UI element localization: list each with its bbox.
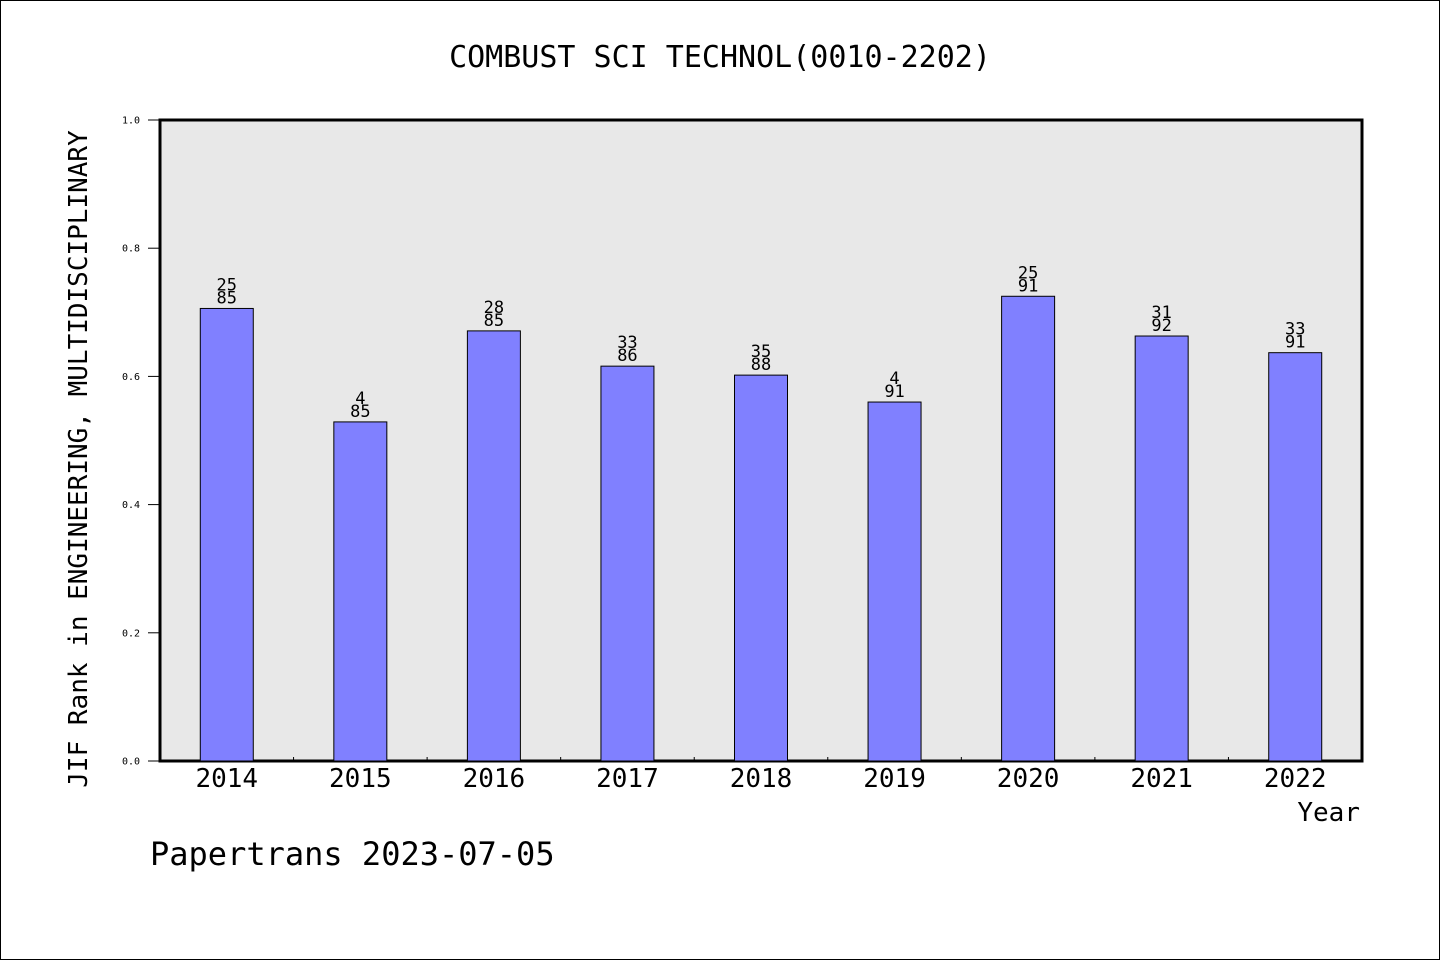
y-tick-label: 0.2 (122, 628, 140, 639)
bar-label-rank: 33 (617, 333, 637, 353)
bar-label-total: 92 (1151, 316, 1171, 336)
bar-label-total: 91 (884, 382, 904, 402)
x-tick-label: 2014 (195, 764, 258, 794)
bar-label-total: 85 (484, 311, 504, 331)
bar (734, 374, 788, 762)
x-tick-label: 2021 (1130, 764, 1193, 794)
bar (867, 401, 922, 762)
bar-label-total: 86 (617, 346, 637, 366)
y-axis-label: JIF Rank in ENGINEERING, MULTIDISCIPLINA… (64, 130, 94, 788)
bar-label-total: 91 (1018, 276, 1038, 296)
footer-text: Papertrans 2023-07-05 (150, 835, 555, 873)
bar-label-total: 85 (350, 402, 370, 422)
x-tick-label: 2015 (329, 764, 392, 794)
bar-label-rank: 28 (484, 298, 504, 318)
bar-label-rank: 25 (1018, 263, 1038, 283)
bar-label-rank: 4 (355, 389, 365, 409)
chart-title: COMBUST SCI TECHNOL(0010-2202) (449, 40, 991, 75)
bar (1134, 335, 1189, 762)
y-axis: 0.0 0.2 0.4 0.6 0.8 1.0 (122, 116, 160, 768)
x-tick-label: 2019 (863, 764, 926, 794)
x-axis-label: Year (1297, 798, 1360, 828)
y-tick-label: 0.6 (122, 372, 140, 383)
x-tick-label: 2018 (730, 764, 793, 794)
bar-label-rank: 25 (217, 275, 237, 295)
x-tick-label: 2017 (596, 764, 659, 794)
bar (600, 365, 655, 762)
x-tick-label: 2020 (997, 764, 1060, 794)
bar (1268, 352, 1323, 762)
x-tick-label: 2016 (463, 764, 526, 794)
x-tick-label: 2022 (1264, 764, 1327, 794)
bar-label-rank: 35 (751, 342, 771, 362)
bar-label-total: 88 (751, 355, 771, 375)
y-tick-label: 1.0 (122, 116, 140, 127)
bar-label-rank: 33 (1285, 320, 1305, 340)
bar-label-rank: 31 (1151, 303, 1171, 323)
bar (1001, 295, 1056, 762)
bar-label-total: 85 (217, 288, 237, 308)
y-tick-label: 0.4 (122, 500, 140, 511)
bar (199, 307, 254, 762)
y-tick-label: 0.8 (122, 244, 140, 255)
bar (333, 421, 388, 762)
x-axis: 2014 2015 2016 2017 2018 2019 2020 2021 2022 (195, 757, 1327, 794)
y-tick-label: 0.0 (122, 757, 140, 768)
bar-label-rank: 4 (889, 369, 899, 389)
bar-label-total: 91 (1285, 333, 1305, 353)
bar (466, 330, 521, 762)
